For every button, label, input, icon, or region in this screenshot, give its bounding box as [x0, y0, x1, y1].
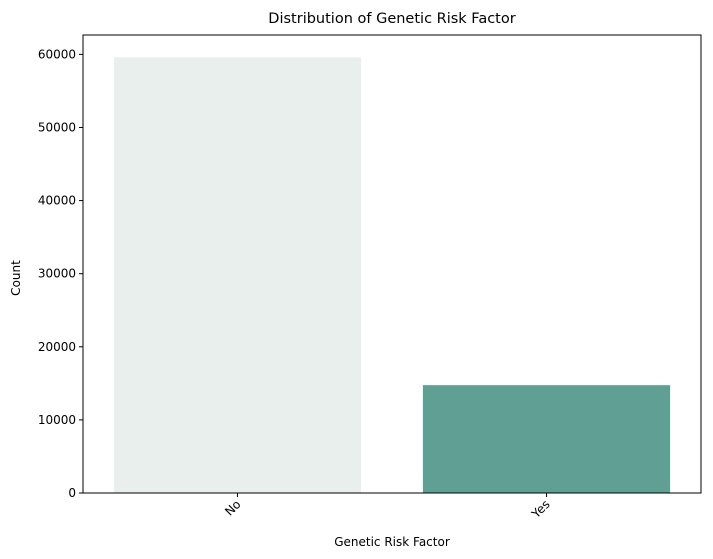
y-tick-label-50000: 50000	[38, 120, 76, 134]
chart-title: Distribution of Genetic Risk Factor	[268, 11, 515, 27]
plot-area: 0 10000 20000 30000 40000 50000 60000 No Yes	[38, 34, 702, 522]
y-tick-label-20000: 20000	[38, 340, 76, 354]
x-axis-label: Genetic Risk Factor	[334, 535, 450, 549]
y-axis-label: Count	[9, 260, 23, 296]
y-tick-label-60000: 60000	[38, 47, 76, 61]
y-tick-label-30000: 30000	[38, 267, 76, 281]
y-tick-label-40000: 40000	[38, 194, 76, 208]
x-tick-label-yes: Yes	[528, 497, 552, 521]
plot-frame	[82, 34, 702, 494]
y-tick-label-0: 0	[68, 486, 76, 500]
bar-no	[113, 57, 362, 494]
x-tick-label-no: No	[222, 497, 243, 518]
y-tick-label-10000: 10000	[38, 413, 76, 427]
bar-yes	[422, 385, 671, 493]
